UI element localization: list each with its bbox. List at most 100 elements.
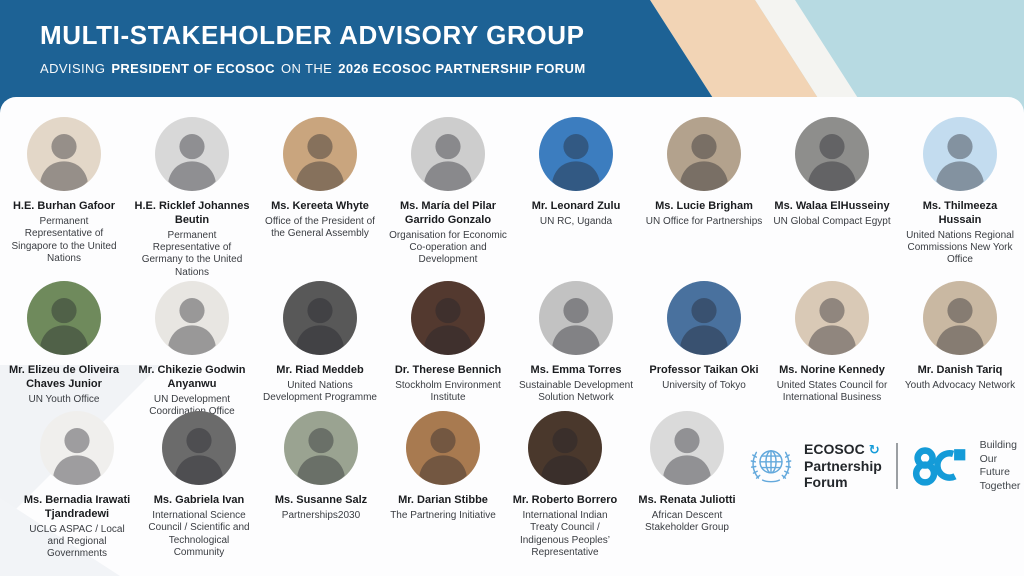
member-name: Ms. Emma Torres: [530, 364, 622, 376]
member-name: Mr. Riad Meddeb: [276, 364, 364, 376]
person-silhouette-icon: [808, 134, 856, 191]
member-organization: UN Global Compact Egypt: [773, 215, 891, 227]
logo-divider: [895, 443, 898, 490]
member-card: Ms. Bernadia Irawati Tjandradewi UCLG AS…: [16, 411, 138, 561]
member-organization: International Science Council / Scientif…: [148, 509, 250, 558]
members-row-3: Ms. Bernadia Irawati Tjandradewi UCLG AS…: [0, 411, 1024, 561]
members-row-2: Mr. Elizeu de Oliveira Chaves Junior UN …: [0, 281, 1024, 418]
person-silhouette-icon: [168, 298, 216, 355]
person-silhouette-icon: [419, 428, 467, 485]
member-card: Ms. Renata Juliotti African Descent Stak…: [626, 411, 748, 535]
member-name: Mr. Darian Stibbe: [398, 494, 488, 506]
member-organization: University of Tokyo: [662, 379, 746, 391]
forum-label: Forum: [804, 473, 848, 490]
member-organization: Youth Advocacy Network: [904, 379, 1016, 391]
member-photo: [27, 281, 101, 355]
member-organization: Permanent Representative of Singapore to…: [11, 215, 117, 264]
un-emblem-icon: [748, 443, 794, 489]
person-silhouette-icon: [53, 428, 101, 485]
members-row-1: H.E. Burhan Gafoor Permanent Representat…: [0, 117, 1024, 279]
member-photo: [155, 117, 229, 191]
member-name: Ms. Bernadia Irawati Tjandradewi: [23, 494, 131, 520]
member-photo: [27, 117, 101, 191]
member-name: Ms. Gabriela Ivan: [153, 494, 245, 506]
member-organization: United States Council for International …: [776, 379, 888, 404]
member-name: Mr. Danish Tariq: [917, 364, 1003, 376]
member-name: Ms. Walaa ElHusseiny: [774, 200, 890, 212]
member-card: Ms. Thilmeeza Hussain United Nations Reg…: [896, 117, 1024, 267]
member-name: Professor Taikan Oki: [649, 364, 759, 376]
member-card: Mr. Chikezie Godwin Anyanwu UN Developme…: [128, 281, 256, 418]
member-card: Ms. María del Pilar Garrido Gonzalo Orga…: [384, 117, 512, 267]
member-name: Ms. Thilmeeza Hussain: [922, 200, 998, 226]
member-card: Mr. Riad Meddeb United Nations Developme…: [256, 281, 384, 405]
member-photo: [411, 281, 485, 355]
member-card: Professor Taikan Oki University of Tokyo: [640, 281, 768, 392]
person-silhouette-icon: [296, 298, 344, 355]
person-silhouette-icon: [40, 298, 88, 355]
person-silhouette-icon: [175, 428, 223, 485]
member-card: Mr. Elizeu de Oliveira Chaves Junior UN …: [0, 281, 128, 406]
member-name: Mr. Chikezie Godwin Anyanwu: [138, 364, 246, 390]
member-card: Mr. Danish Tariq Youth Advocacy Network: [896, 281, 1024, 392]
member-photo: [539, 117, 613, 191]
member-name: Mr. Roberto Borrero: [512, 494, 618, 506]
member-card: Ms. Emma Torres Sustainable Development …: [512, 281, 640, 405]
member-photo: [162, 411, 236, 485]
tagline-text: Building Our Future Together: [980, 439, 1024, 494]
member-card: Mr. Roberto Borrero International Indian…: [504, 411, 626, 559]
subtitle-president: PRESIDENT OF ECOSOC: [111, 60, 275, 76]
member-organization: Stockholm Environment Institute: [395, 379, 501, 404]
member-photo: [667, 281, 741, 355]
member-photo: [283, 117, 357, 191]
person-silhouette-icon: [663, 428, 711, 485]
person-silhouette-icon: [936, 134, 984, 191]
member-card: Ms. Kereeta Whyte Office of the Presiden…: [256, 117, 384, 241]
footer-logo-block: ECOSOC ↻ Partnership Forum Building Our F…: [748, 439, 1024, 494]
member-name: Ms. María del Pilar Garrido Gonzalo: [400, 200, 496, 226]
subtitle-advising: ADVISING: [40, 60, 106, 76]
ecosoc-forum-wordmark: ECOSOC ↻ Partnership Forum: [804, 441, 882, 490]
member-organization: United Nations Regional Commissions New …: [906, 229, 1014, 266]
member-organization: The Partnering Initiative: [390, 509, 496, 521]
person-silhouette-icon: [680, 134, 728, 191]
member-organization: UN Youth Office: [28, 393, 100, 405]
person-silhouette-icon: [936, 298, 984, 355]
member-organization: United Nations Development Programme: [263, 379, 377, 404]
member-photo: [283, 281, 357, 355]
person-silhouette-icon: [552, 134, 600, 191]
ecosoc-label: ECOSOC: [804, 441, 865, 458]
person-silhouette-icon: [168, 134, 216, 191]
member-organization: International Indian Treaty Council / In…: [519, 509, 611, 558]
subtitle-forum: 2026 ECOSOC PARTNERSHIP FORUM: [338, 60, 586, 76]
member-card: H.E. Burhan Gafoor Permanent Representat…: [0, 117, 128, 265]
person-silhouette-icon: [552, 298, 600, 355]
member-photo: [667, 117, 741, 191]
member-photo: [539, 281, 613, 355]
cycle-arrow-icon: ↻: [868, 443, 880, 459]
member-card: Dr. Therese Bennich Stockholm Environmen…: [384, 281, 512, 405]
person-silhouette-icon: [541, 428, 589, 485]
member-card: Mr. Leonard Zulu UN RC, Uganda: [512, 117, 640, 228]
member-photo: [795, 281, 869, 355]
member-photo: [411, 117, 485, 191]
member-organization: African Descent Stakeholder Group: [645, 509, 729, 534]
member-photo: [650, 411, 724, 485]
tagline-line3: Together: [979, 479, 1021, 492]
un80-anniversary-logo: [912, 446, 970, 486]
member-name: Ms. Norine Kennedy: [779, 364, 885, 376]
member-name: H.E. Burhan Gafoor: [12, 200, 116, 212]
person-silhouette-icon: [296, 134, 344, 191]
member-name: Mr. Leonard Zulu: [531, 200, 621, 212]
person-silhouette-icon: [424, 298, 472, 355]
person-silhouette-icon: [424, 134, 472, 191]
member-card: Ms. Norine Kennedy United States Council…: [768, 281, 896, 405]
member-name: Dr. Therese Bennich: [394, 364, 502, 376]
member-card: Ms. Walaa ElHusseiny UN Global Compact E…: [768, 117, 896, 228]
member-name: Ms. Lucie Brigham: [655, 200, 753, 212]
member-card: Ms. Gabriela Ivan International Science …: [138, 411, 260, 559]
member-organization: Organisation for Economic Co-operation a…: [389, 229, 507, 266]
person-silhouette-icon: [680, 298, 728, 355]
member-organization: UN Office for Partnerships: [645, 215, 763, 227]
member-organization: Partnerships2030: [281, 509, 361, 521]
